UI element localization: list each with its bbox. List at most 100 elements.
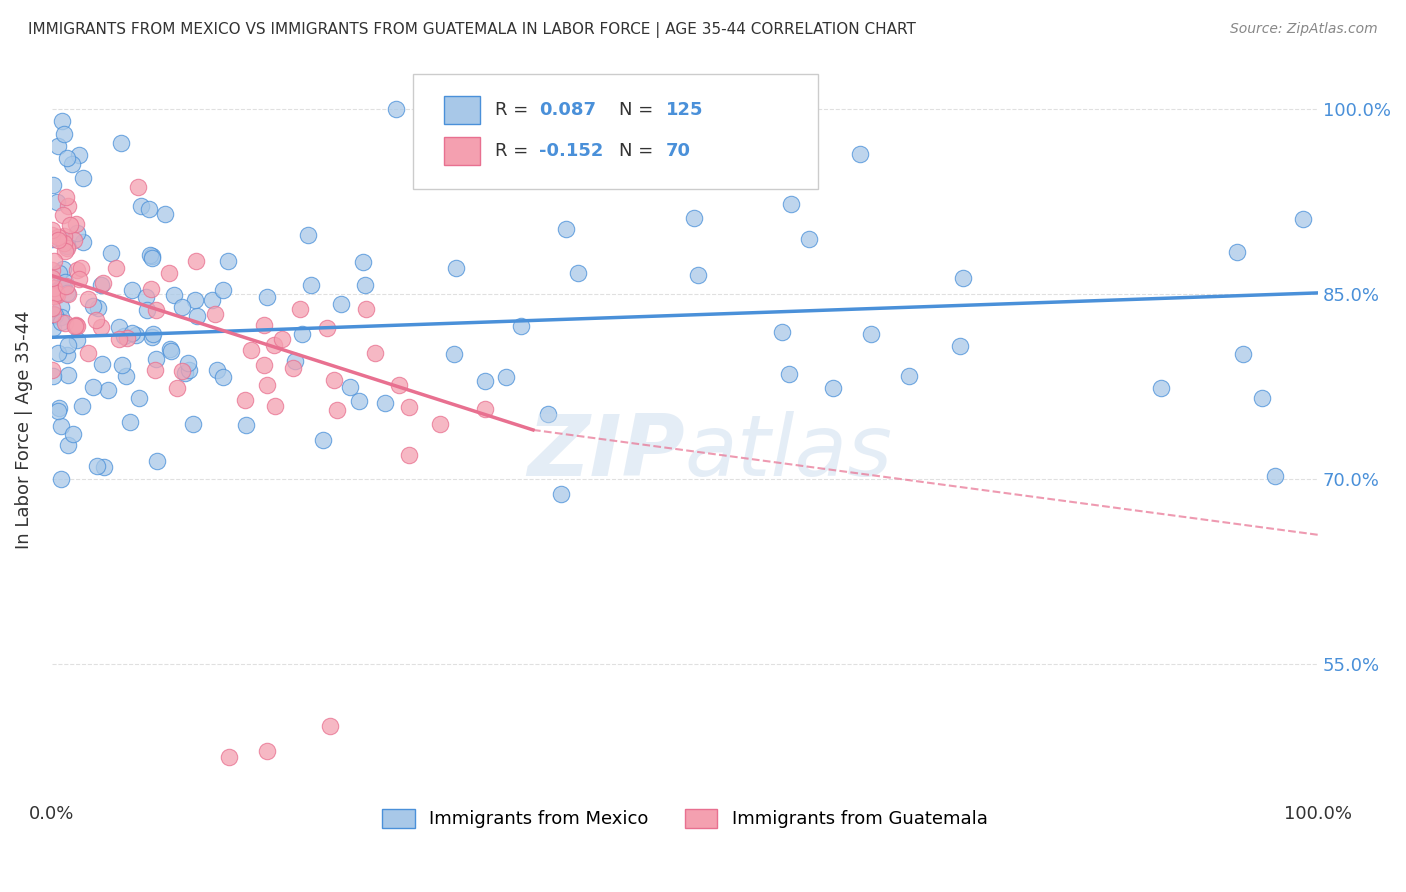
Point <box>849 147 872 161</box>
Point <box>555 222 578 236</box>
Point <box>41 301 63 315</box>
Point <box>121 326 143 340</box>
Point <box>111 358 134 372</box>
Point <box>271 332 294 346</box>
Point <box>354 278 377 293</box>
Point <box>115 369 138 384</box>
Point <box>90 278 112 293</box>
Point <box>46 288 69 302</box>
Point <box>160 343 183 358</box>
Point <box>45 286 67 301</box>
Point <box>65 218 87 232</box>
Point <box>683 211 706 225</box>
Point <box>55 348 77 362</box>
Point <box>56 368 79 382</box>
Point <box>51 310 73 325</box>
Point <box>63 233 86 247</box>
Point <box>474 375 496 389</box>
Point <box>799 232 821 246</box>
Point <box>218 750 240 764</box>
Point <box>46 139 69 153</box>
Point <box>72 235 94 249</box>
Point <box>374 396 396 410</box>
Point <box>58 338 80 352</box>
Point <box>51 315 73 329</box>
Point <box>860 327 883 342</box>
Point <box>510 318 533 333</box>
Point <box>67 272 90 286</box>
Point <box>41 178 63 192</box>
Point <box>177 356 200 370</box>
Point <box>42 254 65 268</box>
Point <box>780 197 803 211</box>
Point <box>45 195 67 210</box>
Point <box>53 234 76 248</box>
Y-axis label: In Labor Force | Age 35-44: In Labor Force | Age 35-44 <box>15 310 32 549</box>
Point <box>398 400 420 414</box>
Point <box>90 357 112 371</box>
Point <box>138 202 160 216</box>
Point <box>163 287 186 301</box>
Point <box>41 232 63 246</box>
Text: 125: 125 <box>666 101 703 119</box>
Point <box>253 318 276 332</box>
Point <box>63 318 86 333</box>
Point <box>1251 391 1274 405</box>
Point <box>53 236 76 251</box>
Point <box>52 262 75 277</box>
Point <box>179 362 201 376</box>
Point <box>72 171 94 186</box>
Text: R =: R = <box>495 142 534 160</box>
Point <box>127 180 149 194</box>
Point <box>166 381 188 395</box>
Point <box>170 364 193 378</box>
Point <box>319 719 342 733</box>
Point <box>87 301 110 316</box>
Point <box>385 102 408 116</box>
Point <box>1264 468 1286 483</box>
Point <box>312 434 335 448</box>
Point <box>339 380 361 394</box>
Point <box>1226 244 1249 259</box>
Point <box>364 346 387 360</box>
Text: IMMIGRANTS FROM MEXICO VS IMMIGRANTS FROM GUATEMALA IN LABOR FORCE | AGE 35-44 C: IMMIGRANTS FROM MEXICO VS IMMIGRANTS FRO… <box>28 22 915 38</box>
Point <box>352 254 374 268</box>
Text: atlas: atlas <box>685 410 893 493</box>
Point <box>58 218 80 232</box>
Point <box>56 285 79 300</box>
Point <box>253 358 276 372</box>
Point <box>56 286 79 301</box>
Point <box>159 343 181 357</box>
Point <box>301 278 323 293</box>
Point <box>108 320 131 334</box>
Point <box>82 299 104 313</box>
Point <box>77 292 100 306</box>
Point <box>55 189 77 203</box>
Point <box>65 318 87 332</box>
Point <box>41 363 63 377</box>
Point <box>1292 211 1315 226</box>
Point <box>93 460 115 475</box>
Point <box>118 415 141 429</box>
Text: ZIP: ZIP <box>527 410 685 493</box>
Point <box>291 327 314 342</box>
Point <box>48 404 70 418</box>
Point <box>142 326 165 341</box>
Point <box>770 325 793 339</box>
Point <box>446 260 468 275</box>
Point <box>72 400 94 414</box>
Point <box>66 318 89 333</box>
Point <box>56 241 79 255</box>
Point <box>41 262 63 277</box>
Point <box>41 369 63 384</box>
Text: 70: 70 <box>666 142 690 160</box>
Point <box>138 248 160 262</box>
Point <box>443 347 465 361</box>
Point <box>201 293 224 307</box>
Point <box>42 307 65 321</box>
Point <box>281 360 304 375</box>
Text: N =: N = <box>619 101 659 119</box>
Point <box>117 330 139 344</box>
Point <box>44 308 66 322</box>
Point <box>567 266 589 280</box>
